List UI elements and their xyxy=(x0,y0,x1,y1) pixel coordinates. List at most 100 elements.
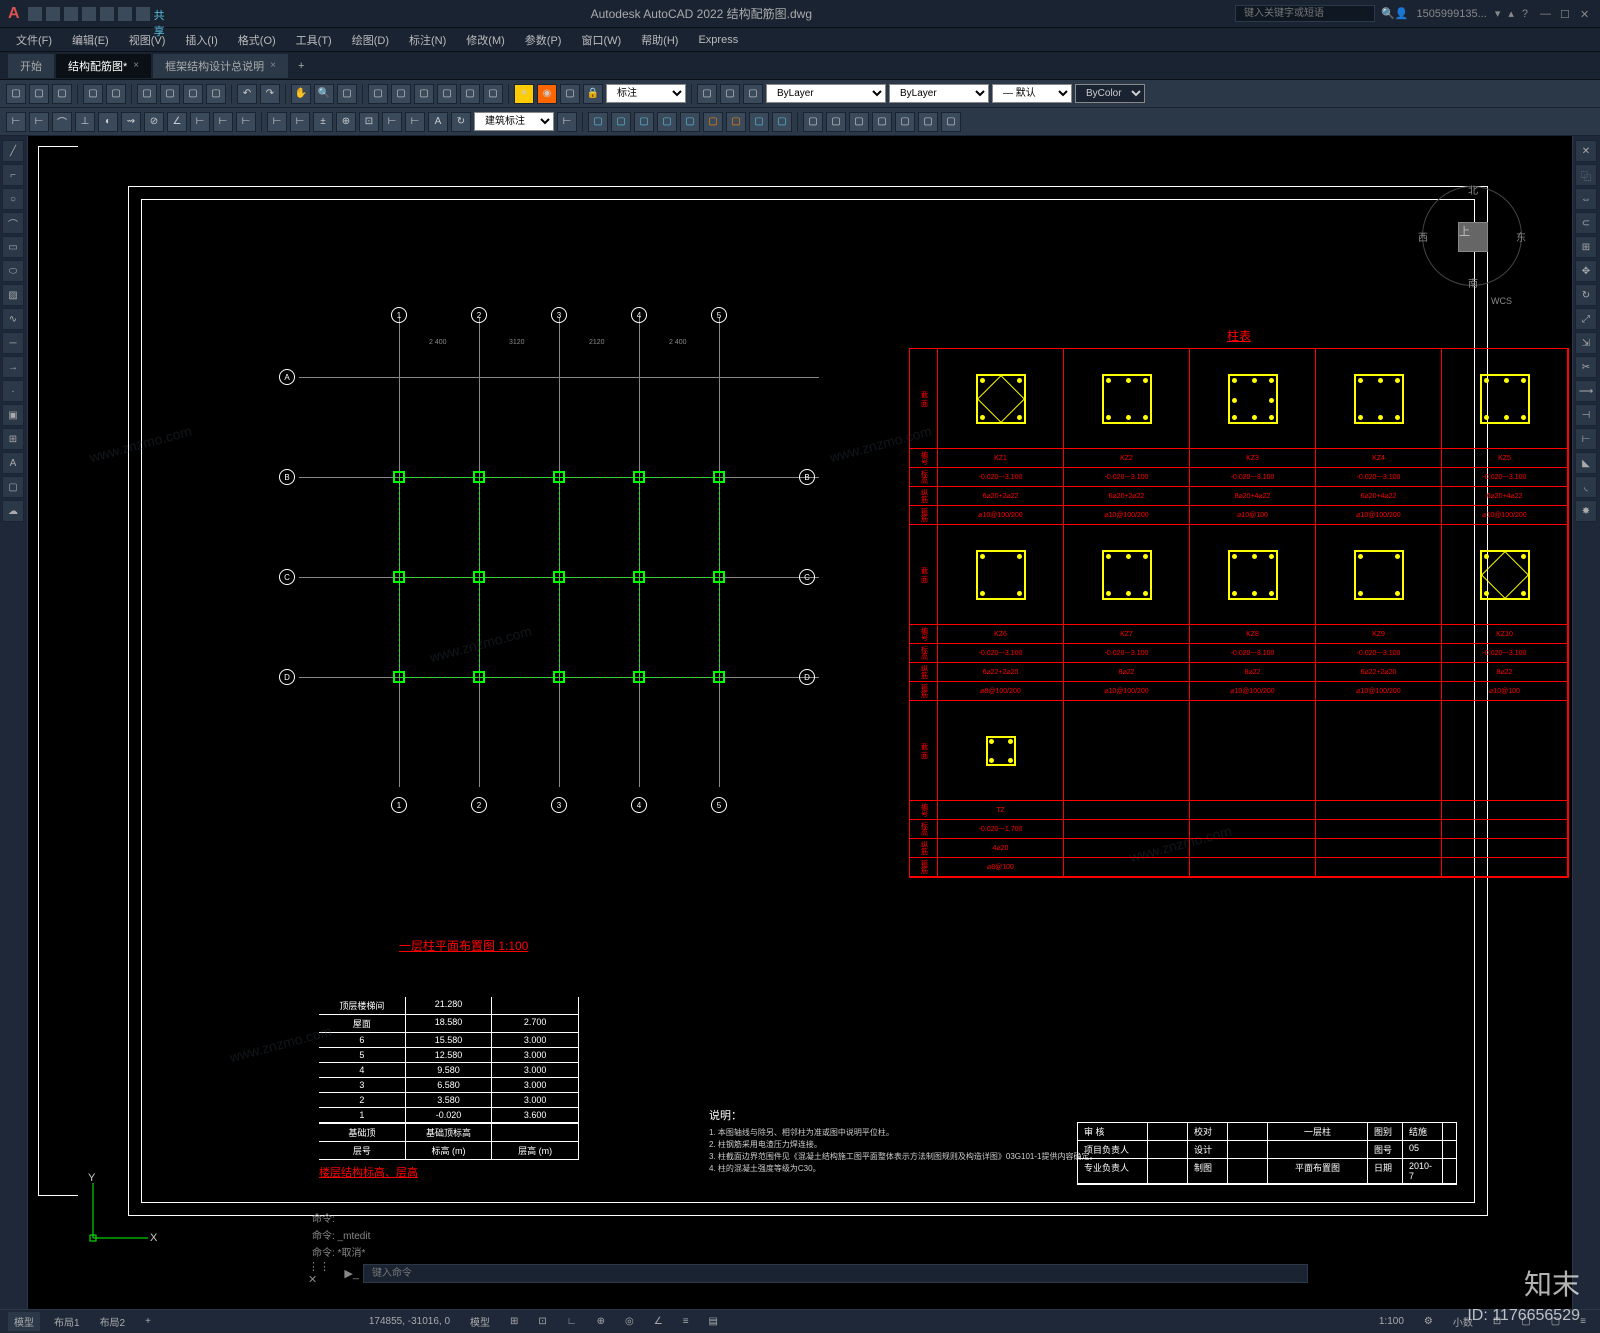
markup-icon[interactable]: ▢ xyxy=(460,84,480,104)
mirror-icon[interactable]: ⇔ xyxy=(1575,188,1597,210)
tab-start[interactable]: 开始 xyxy=(8,54,54,78)
dimstyle-icon[interactable]: ⊢ xyxy=(557,112,577,132)
menu-modify[interactable]: 修改(M) xyxy=(458,30,513,50)
print-icon[interactable]: ▢ xyxy=(83,84,103,104)
menu-draw[interactable]: 绘图(D) xyxy=(344,30,397,50)
undo-icon[interactable] xyxy=(118,7,132,21)
status-layout1[interactable]: 布局1 xyxy=(48,1312,86,1331)
region-icon[interactable]: ▢ xyxy=(2,476,24,498)
extend-icon[interactable]: ⟶ xyxy=(1575,380,1597,402)
offset-icon[interactable]: ⊂ xyxy=(1575,212,1597,234)
menu-insert[interactable]: 插入(I) xyxy=(177,30,225,50)
mtext-icon[interactable]: A xyxy=(2,452,24,474)
otrack-toggle-icon[interactable]: ∠ xyxy=(648,1314,669,1329)
viewcube[interactable]: 上 北 南 东 西 xyxy=(1422,186,1522,286)
menu-file[interactable]: 文件(F) xyxy=(8,30,60,50)
new-icon[interactable] xyxy=(28,7,42,21)
viewcube-south[interactable]: 南 xyxy=(1468,275,1478,290)
search-input[interactable] xyxy=(1235,5,1375,22)
ellipse-icon[interactable]: ⬭ xyxy=(2,260,24,282)
con4-icon[interactable]: ▢ xyxy=(872,112,892,132)
ray-icon[interactable]: → xyxy=(2,356,24,378)
cmd-handle-icon[interactable]: ⋮⋮ ✕ xyxy=(308,1260,340,1286)
mod2-icon[interactable]: ▢ xyxy=(611,112,631,132)
viewcube-north[interactable]: 北 xyxy=(1468,182,1478,197)
dim-jogged-icon[interactable]: ⇝ xyxy=(121,112,141,132)
ortho-toggle-icon[interactable]: ∟ xyxy=(561,1314,583,1329)
array-icon[interactable]: ⊞ xyxy=(1575,236,1597,258)
dim-baseline-icon[interactable]: ⊢ xyxy=(213,112,233,132)
dimtedit-icon[interactable]: A xyxy=(428,112,448,132)
layeriso-icon[interactable]: ▢ xyxy=(743,84,763,104)
con5-icon[interactable]: ▢ xyxy=(895,112,915,132)
save-icon[interactable] xyxy=(64,7,78,21)
open-icon[interactable] xyxy=(46,7,60,21)
menu-window[interactable]: 窗口(W) xyxy=(573,30,629,50)
light-icon[interactable]: ◉ xyxy=(537,84,557,104)
status-model[interactable]: 模型 xyxy=(8,1312,40,1331)
grid-toggle-icon[interactable]: ⊞ xyxy=(504,1314,524,1329)
menu-dimension[interactable]: 标注(N) xyxy=(401,30,454,50)
zoom-icon[interactable]: 🔍 xyxy=(314,84,334,104)
dim-space-icon[interactable]: ⊢ xyxy=(267,112,287,132)
plot-icon[interactable] xyxy=(100,7,114,21)
mod7-icon[interactable]: ▢ xyxy=(726,112,746,132)
lock-icon[interactable]: 🔒 xyxy=(583,84,603,104)
mod9-icon[interactable]: ▢ xyxy=(772,112,792,132)
block-icon[interactable]: ▣ xyxy=(2,404,24,426)
mod6-icon[interactable]: ▢ xyxy=(703,112,723,132)
search-icon[interactable]: 🔍 xyxy=(1381,7,1395,20)
move-icon[interactable]: ✥ xyxy=(1575,260,1597,282)
dim-diameter-icon[interactable]: ⊘ xyxy=(144,112,164,132)
mod1-icon[interactable]: ▢ xyxy=(588,112,608,132)
matchprop-icon[interactable]: ▢ xyxy=(206,84,226,104)
table-icon[interactable]: ⊞ xyxy=(2,428,24,450)
mod4-icon[interactable]: ▢ xyxy=(657,112,677,132)
layer-icon[interactable]: ▢ xyxy=(697,84,717,104)
saveas-icon[interactable] xyxy=(82,7,96,21)
lineweight-toggle-icon[interactable]: ≡ xyxy=(677,1314,695,1329)
drawing-canvas[interactable]: 1 2 3 4 5 1 2 3 4 5 A B C D B C D 2 4 xyxy=(28,136,1572,1316)
freeze-icon[interactable]: ▢ xyxy=(560,84,580,104)
new-file-icon[interactable]: ▢ xyxy=(6,84,26,104)
explode-icon[interactable]: ✸ xyxy=(1575,500,1597,522)
annotation-style-dropdown[interactable]: 标注 xyxy=(606,84,686,103)
dimupdate-icon[interactable]: ↻ xyxy=(451,112,471,132)
dim-radius-icon[interactable]: ◐ xyxy=(98,112,118,132)
copy-icon[interactable]: ▢ xyxy=(160,84,180,104)
menu-tools[interactable]: 工具(T) xyxy=(288,30,340,50)
tab-drawing-1[interactable]: 结构配筋图*× xyxy=(56,54,151,78)
layer-dropdown[interactable]: ByLayer xyxy=(766,84,886,103)
inspect-icon[interactable]: ⊡ xyxy=(359,112,379,132)
menu-help[interactable]: 帮助(H) xyxy=(633,30,686,50)
gear-icon[interactable]: ⚙ xyxy=(1418,1314,1439,1329)
xline-icon[interactable]: ─ xyxy=(2,332,24,354)
dim-continue-icon[interactable]: ⊢ xyxy=(236,112,256,132)
user-icon[interactable]: 👤 xyxy=(1395,7,1409,20)
scale-icon[interactable]: ⤢ xyxy=(1575,308,1597,330)
fillet-icon[interactable]: ◟ xyxy=(1575,476,1597,498)
line-icon[interactable]: ╱ xyxy=(2,140,24,162)
share-button[interactable]: 共享 xyxy=(154,7,168,21)
lineweight-dropdown[interactable]: — 默认 xyxy=(992,84,1072,103)
viewcube-west[interactable]: 西 xyxy=(1418,229,1428,244)
stretch-icon[interactable]: ⇲ xyxy=(1575,332,1597,354)
snap-toggle-icon[interactable]: ⊡ xyxy=(532,1314,552,1329)
con1-icon[interactable]: ▢ xyxy=(803,112,823,132)
menu-edit[interactable]: 编辑(E) xyxy=(64,30,117,50)
sheetset-icon[interactable]: ▢ xyxy=(437,84,457,104)
open-file-icon[interactable]: ▢ xyxy=(29,84,49,104)
mod3-icon[interactable]: ▢ xyxy=(634,112,654,132)
arc-icon[interactable]: ⌒ xyxy=(2,212,24,234)
tab-close-icon[interactable]: × xyxy=(270,60,276,71)
dim-linear-icon[interactable]: ⊢ xyxy=(6,112,26,132)
circle-icon[interactable]: ○ xyxy=(2,188,24,210)
osnap-toggle-icon[interactable]: ◎ xyxy=(619,1314,640,1329)
chamfer-icon[interactable]: ◣ xyxy=(1575,452,1597,474)
toolpalettes-icon[interactable]: ▢ xyxy=(414,84,434,104)
status-model2[interactable]: 模型 xyxy=(464,1312,496,1331)
dim-ordinate-icon[interactable]: ⊥ xyxy=(75,112,95,132)
menu-format[interactable]: 格式(O) xyxy=(230,30,284,50)
con7-icon[interactable]: ▢ xyxy=(941,112,961,132)
apps-icon[interactable]: ▴ xyxy=(1508,7,1514,20)
